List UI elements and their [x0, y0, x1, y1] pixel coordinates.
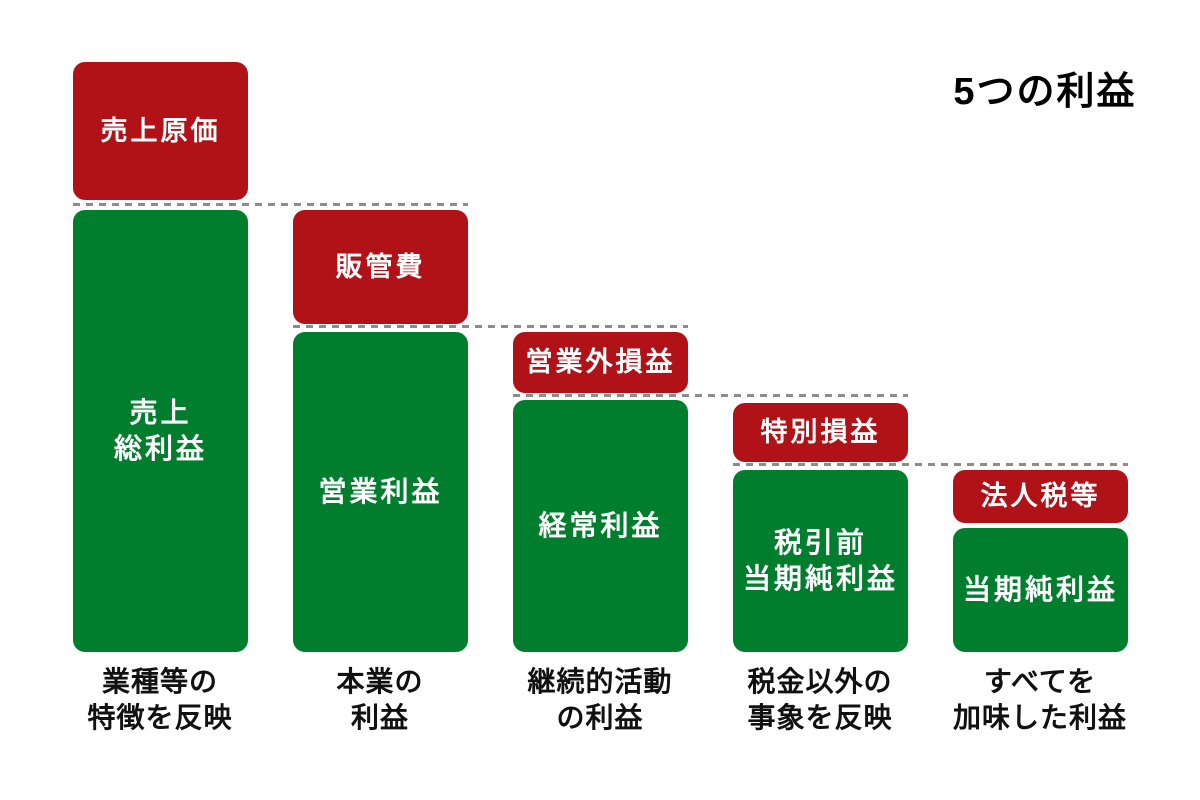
cost-box-extraordinary-income: 特別損益: [733, 403, 908, 462]
cost-box-cogs: 売上原価: [73, 62, 248, 200]
profit-box-ordinary-profit: 経常利益: [513, 400, 688, 652]
cost-box-sga: 販管費: [293, 210, 468, 324]
profit-box-gross-profit: 売上 総利益: [73, 210, 248, 652]
caption-pretax-net-income: 税金以外の 事象を反映: [747, 666, 893, 734]
cost-box-non-operating-income: 営業外損益: [513, 332, 688, 393]
caption-net-income: すべてを 加味した利益: [952, 666, 1127, 734]
profit-box-net-income: 当期純利益: [953, 528, 1128, 652]
page-title: 5つの利益: [953, 71, 1137, 113]
level-guide-line-1: [73, 203, 468, 206]
profit-box-operating-profit: 営業利益: [293, 332, 468, 652]
caption-operating-profit: 本業の 利益: [336, 666, 424, 734]
caption-ordinary-profit: 継続的活動 の利益: [527, 666, 673, 734]
level-guide-line-3: [513, 394, 908, 397]
level-guide-line-4: [733, 463, 1128, 466]
caption-gross-profit: 業種等の 特徴を反映: [87, 666, 233, 734]
level-guide-line-2: [293, 325, 688, 328]
profit-box-pretax-net-income: 税引前 当期純利益: [733, 470, 908, 652]
cost-box-corporate-tax: 法人税等: [953, 470, 1128, 523]
